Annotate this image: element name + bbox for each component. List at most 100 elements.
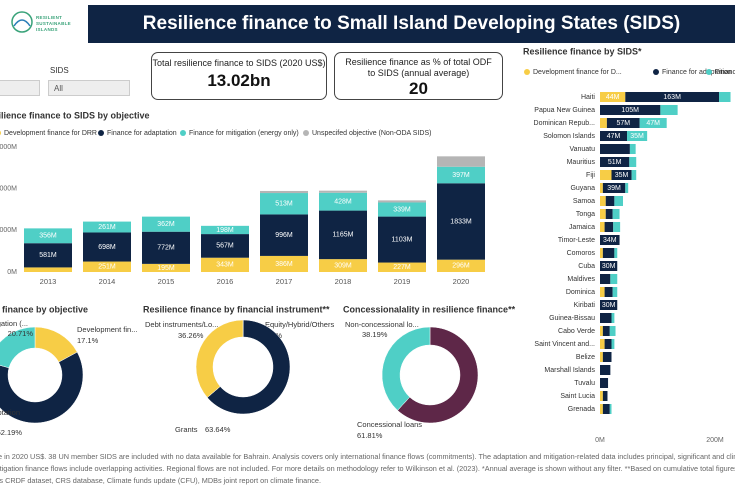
bar-segment: [600, 326, 603, 336]
bar-segment: [319, 190, 367, 193]
bar-segment: [631, 170, 637, 180]
bar-segment: [604, 287, 613, 297]
bar-segment: [600, 274, 611, 284]
bar-segment: [378, 216, 426, 263]
donut-slice: [397, 326, 479, 424]
legend-label: Finance for adaptation: [662, 69, 732, 76]
chart-title: Concessionalality in resilience finance*…: [343, 304, 516, 314]
bar-segment: [201, 225, 249, 235]
y-tick-label: Fiji: [586, 172, 595, 179]
logo-text: RESILIENT: [36, 15, 63, 20]
bar-segment: [600, 144, 630, 154]
y-tick-label: Timor-Leste: [558, 237, 595, 244]
data-label: 195M: [157, 265, 175, 272]
slice-label: 62.19%: [0, 428, 22, 437]
bar-segment: [602, 391, 608, 401]
bar-segment: [600, 105, 661, 115]
bar-segment: [600, 196, 606, 206]
legend-label: Unspecifed objective (Non-ODA SIDS): [312, 130, 431, 137]
y-tick-label: Haiti: [581, 94, 595, 101]
bar-segment: [600, 352, 603, 362]
legend-swatch: [653, 69, 659, 75]
logo-text: SUSTAINABLE: [36, 21, 71, 26]
kpi-card: Total resilience finance to SIDS (2020 U…: [151, 52, 327, 100]
data-label: 105M: [621, 107, 639, 114]
data-label: 428M: [334, 199, 352, 206]
bar-segment: [602, 352, 612, 362]
y-tick-label: Cabo Verde: [558, 328, 595, 335]
data-label: 772M: [157, 245, 175, 252]
slice-category: Debt instruments/Lo...: [145, 320, 218, 329]
data-label: 581M: [39, 252, 57, 259]
y-tick-label: Tonga: [576, 211, 595, 218]
donut-slice: [195, 319, 244, 398]
x-tick-label: 2017: [276, 277, 293, 286]
bar-segment: [83, 261, 131, 272]
y-tick-label: Belize: [576, 354, 595, 361]
bar-segment: [600, 313, 612, 323]
slice-category: Concessional loans: [357, 420, 422, 429]
chart-title: Resilience finance by SIDS*: [523, 46, 642, 56]
bar-segment: [612, 209, 620, 219]
y-tick-label: Papua New Guinea: [534, 107, 595, 114]
y-tick-label: Dominica: [566, 289, 595, 296]
bar-segment: [604, 339, 612, 349]
data-label: 362M: [157, 221, 175, 228]
data-label: 567M: [216, 243, 234, 250]
y-tick-label: 0M: [7, 269, 17, 276]
bar-segment: [437, 259, 485, 272]
y-tick-label: Comoros: [567, 250, 596, 257]
bar-segment: [260, 255, 308, 272]
x-tick-label: 2018: [335, 277, 352, 286]
bar-segment: [602, 326, 610, 336]
donut-slice: [381, 326, 431, 411]
legend-label: Development finance for DRR: [4, 130, 97, 137]
bar-segment: [83, 221, 131, 233]
bar-segment: [639, 118, 667, 128]
bar-segment: [201, 234, 249, 258]
data-label: 35M: [615, 172, 629, 179]
data-label: 163M: [663, 94, 681, 101]
bar-segment: [602, 404, 610, 414]
bar-segment: [319, 192, 367, 211]
x-tick-label: 2015: [158, 277, 175, 286]
header-title: Resilience finance to Small Island Devel…: [88, 5, 735, 43]
data-label: 339M: [393, 206, 411, 213]
bar-segment: [319, 259, 367, 272]
data-label: 1165M: [333, 232, 354, 239]
legend-swatch: [0, 130, 1, 136]
bar-segment: [600, 183, 603, 193]
x-tick-label: 0M: [595, 437, 605, 444]
bar-segment: [600, 287, 605, 297]
y-tick-label: Solomon Islands: [543, 133, 595, 140]
kpi-value: 13.02bn: [207, 71, 271, 90]
bar-segment: [24, 228, 72, 244]
data-label: 30M: [602, 263, 616, 270]
slice-label: 63.64%: [205, 425, 231, 434]
legend-swatch: [706, 69, 712, 75]
bar-segment: [600, 92, 626, 102]
slice-category: Finance for adaptation: [0, 408, 20, 417]
filter-label: SIDS: [50, 66, 69, 75]
y-tick-label: Vanuatu: [569, 146, 595, 153]
data-label: 39M: [607, 185, 621, 192]
y-tick-label: Dominican Repub...: [534, 120, 596, 127]
slice-category: Finance for mitigation (...: [0, 319, 28, 328]
data-label: 996M: [275, 232, 293, 239]
slice-category: Equity/Hybrid/Others: [265, 320, 334, 329]
y-tick-label: 2000M: [0, 186, 17, 193]
footer-line: 's CRDF dataset, CRS database, Climate f…: [0, 476, 321, 485]
y-tick-label: Guinea-Bissau: [549, 315, 595, 322]
data-label: 513M: [275, 201, 293, 208]
x-tick-label: 2013: [40, 277, 57, 286]
filter-dropdown[interactable]: [0, 80, 40, 96]
data-label: 35M: [630, 133, 644, 140]
bar-segment: [600, 235, 620, 245]
bar-segment: [600, 404, 603, 414]
data-label: 227M: [393, 264, 411, 271]
filter-dropdown[interactable]: All: [48, 80, 130, 96]
bar-segment: [611, 170, 632, 180]
legend-swatch: [303, 130, 309, 136]
legend-label: Finance for mitigation (energy only): [715, 69, 735, 76]
